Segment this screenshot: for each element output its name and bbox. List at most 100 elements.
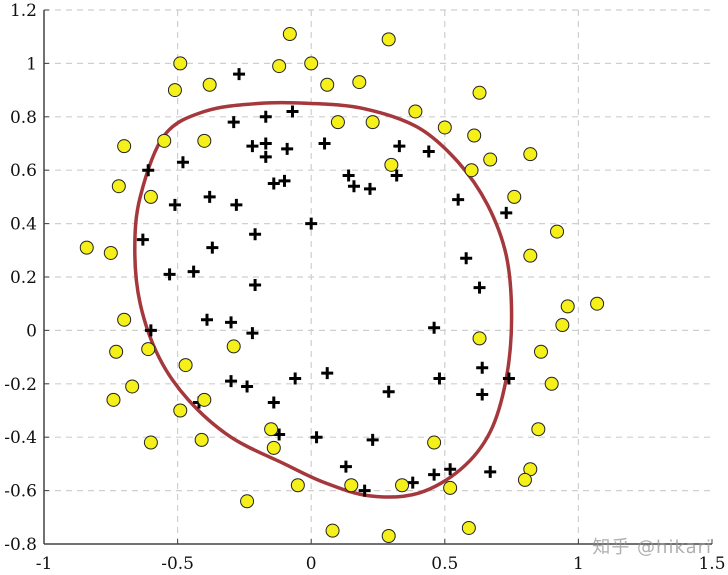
x-tick-label: 1.5 [698, 554, 725, 574]
positive-point [590, 296, 605, 311]
negative-point [342, 169, 355, 182]
negative-point [246, 140, 259, 153]
negative-point [452, 193, 465, 206]
positive-point [157, 133, 172, 148]
x-tick-label: 0 [306, 554, 317, 574]
positive-point [202, 77, 217, 92]
positive-point [330, 115, 345, 130]
positive-point [467, 128, 482, 143]
axes [43, 9, 713, 545]
positive-point [427, 435, 442, 450]
negative-point [176, 156, 189, 169]
positive-point [365, 115, 380, 130]
negative-point [422, 145, 435, 158]
negative-point [305, 217, 318, 230]
positive-point [117, 312, 132, 327]
negative-point [460, 252, 473, 265]
y-tick-label: 1.2 [10, 1, 37, 21]
y-tick-label: -0.4 [4, 428, 37, 448]
positive-point [523, 147, 538, 162]
y-tick-label: -0.2 [4, 375, 37, 395]
negative-point [390, 169, 403, 182]
positive-point [173, 403, 188, 418]
positive-point [381, 32, 396, 47]
negative-point [267, 396, 280, 409]
negative-point [246, 327, 259, 340]
negative-point [428, 468, 441, 481]
negative-point [225, 316, 238, 329]
negative-point [289, 372, 302, 385]
positive-point [483, 152, 498, 167]
positive-point [141, 342, 156, 357]
negative-point [281, 142, 294, 155]
negative-point [393, 140, 406, 153]
negative-point [267, 177, 280, 190]
positive-point [178, 358, 193, 373]
positive-point [266, 440, 281, 455]
positive-point [517, 472, 532, 487]
negative-point [358, 484, 371, 497]
positive-point [143, 189, 158, 204]
negative-point [476, 388, 489, 401]
positive-point [103, 245, 118, 260]
negative-point [168, 198, 181, 211]
negative-point [476, 361, 489, 374]
negative-point [286, 105, 299, 118]
positive-point [344, 478, 359, 493]
positive-point [272, 59, 287, 74]
positive-point [560, 299, 575, 314]
grid-lines [44, 9, 712, 544]
negative-point [318, 137, 331, 150]
positive-point [290, 478, 305, 493]
boundary-curve [133, 100, 514, 499]
y-tick-label: -0.6 [4, 482, 37, 502]
positive-point [550, 224, 565, 239]
negative-point [259, 137, 272, 150]
y-tick-label: -0.8 [4, 535, 37, 555]
y-tick-label: 1 [26, 54, 37, 74]
positive-point [472, 331, 487, 346]
positive-point [472, 85, 487, 100]
negative-point [259, 110, 272, 123]
positive-point [143, 435, 158, 450]
positive-point [109, 344, 124, 359]
positive-point [79, 240, 94, 255]
positive-point [352, 75, 367, 90]
negative-point [382, 385, 395, 398]
positive-point [304, 56, 319, 71]
y-tick-label: 0.6 [10, 161, 37, 181]
negative-point [225, 375, 238, 388]
positive-point [533, 344, 548, 359]
negative-point [230, 198, 243, 211]
positive-point [226, 339, 241, 354]
negative-point [206, 241, 219, 254]
positive-point [437, 120, 452, 135]
x-tick-label: 1 [573, 554, 584, 574]
positive-point [197, 392, 212, 407]
negative-point [502, 372, 515, 385]
negative-point [363, 182, 376, 195]
positive-point [197, 133, 212, 148]
tick-labels: -1 -0.5 0 0.5 1 1.5 -0.8 -0.6 -0.4 -0.2 0 0.2 0.4 0.6… [4, 1, 725, 574]
positive-point [325, 523, 340, 538]
y-tick-label: 0.8 [10, 108, 37, 128]
y-tick-label: 0.2 [10, 268, 37, 288]
positive-point [555, 318, 570, 333]
y-tick-label: 0.4 [10, 215, 37, 235]
positive-point [384, 157, 399, 172]
positive-point [544, 376, 559, 391]
negative-point [310, 431, 323, 444]
negative-point [241, 380, 254, 393]
positive-point [507, 189, 522, 204]
decision-boundary [133, 100, 514, 499]
negative-point [444, 463, 457, 476]
negative-point [339, 460, 352, 473]
y-tick-label: 0 [26, 321, 37, 341]
x-tick-label: 0.5 [431, 554, 458, 574]
positive-point [464, 163, 479, 178]
negative-point [500, 206, 513, 219]
negative-point [144, 324, 157, 337]
positive-point [173, 56, 188, 71]
negative-point [428, 321, 441, 334]
